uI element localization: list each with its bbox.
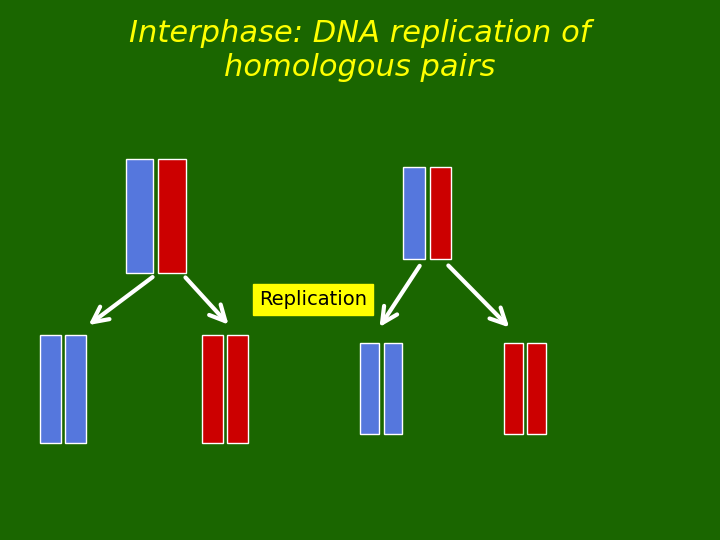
Bar bbox=[360, 343, 379, 434]
Bar bbox=[202, 335, 223, 443]
Bar bbox=[384, 343, 402, 434]
Text: Interphase: DNA replication of
homologous pairs: Interphase: DNA replication of homologou… bbox=[130, 19, 590, 82]
Bar bbox=[126, 159, 153, 273]
Bar bbox=[40, 335, 61, 443]
Bar bbox=[504, 343, 523, 434]
Bar bbox=[430, 167, 451, 259]
Bar bbox=[227, 335, 248, 443]
Bar bbox=[403, 167, 425, 259]
Bar bbox=[158, 159, 186, 273]
Bar bbox=[65, 335, 86, 443]
Bar bbox=[527, 343, 546, 434]
Text: Replication: Replication bbox=[259, 290, 367, 309]
